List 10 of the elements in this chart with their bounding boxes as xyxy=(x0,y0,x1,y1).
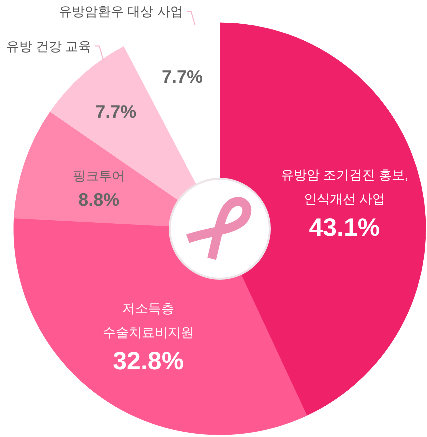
data-label: 7.7% xyxy=(96,102,137,122)
data-label: 32.8% xyxy=(113,347,184,376)
slice-label: 저소득층 수술치료비지원 xyxy=(103,300,194,340)
slice-label: 유방암 조기검진 홍보, 인식개선 사업 xyxy=(280,167,409,206)
data-label: 8.8% xyxy=(78,190,120,210)
slice-label: 핑크투어 xyxy=(73,168,126,184)
data-label: 7.7% xyxy=(162,66,204,87)
slice-label: 유방암환우 대상 사업 xyxy=(59,4,184,19)
data-label: 43.1% xyxy=(309,214,380,242)
slice-label: 유방 건강 교육 xyxy=(6,38,92,54)
